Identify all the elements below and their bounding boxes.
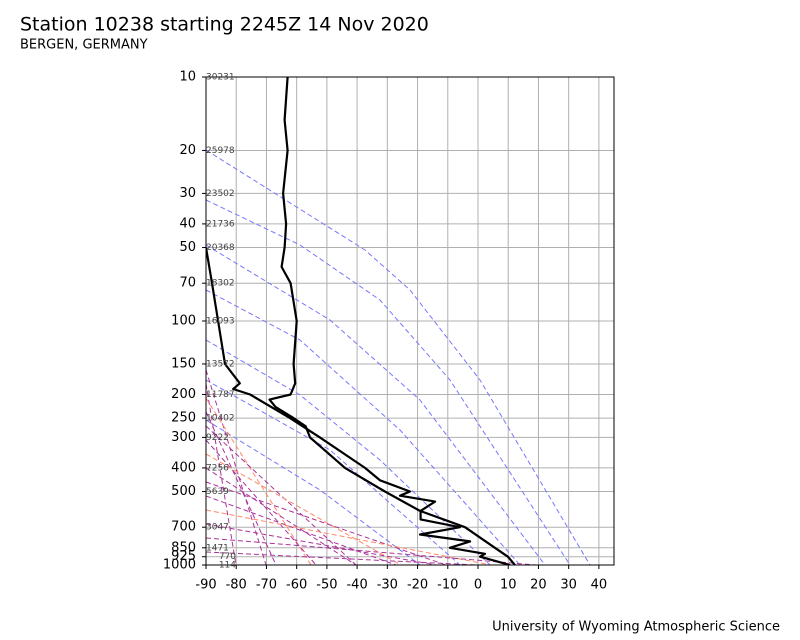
moist-adiabat bbox=[206, 537, 537, 565]
x-tick-label: -50 bbox=[316, 578, 337, 593]
height-label: 114 bbox=[219, 561, 236, 571]
height-label: 21736 bbox=[206, 219, 235, 229]
profile-line bbox=[268, 77, 516, 565]
x-tick-label: 30 bbox=[560, 578, 577, 593]
height-label: 770 bbox=[219, 552, 236, 562]
mixing-line bbox=[206, 495, 397, 565]
height-label: 10402 bbox=[206, 414, 235, 424]
moist-adiabat bbox=[206, 509, 492, 565]
y-tick-label: 30 bbox=[179, 186, 196, 201]
moist-adiabat bbox=[206, 425, 357, 565]
height-label: 23502 bbox=[206, 189, 235, 199]
moist-lines bbox=[206, 369, 581, 565]
height-label: 16093 bbox=[206, 317, 235, 327]
x-tick-label: -60 bbox=[286, 578, 307, 593]
mixing-line bbox=[206, 467, 357, 565]
dry-adiabat bbox=[206, 199, 571, 565]
chart-subtitle: BERGEN, GERMANY bbox=[20, 38, 148, 53]
x-tick-label: -80 bbox=[226, 578, 247, 593]
y-tick-label: 40 bbox=[179, 216, 196, 231]
mixing-line bbox=[206, 383, 237, 565]
x-tick-label: -10 bbox=[437, 578, 458, 593]
y-tick-label: 500 bbox=[171, 484, 196, 499]
dry-adiabat bbox=[206, 244, 546, 565]
mixing-line bbox=[206, 523, 437, 565]
height-label: 9222 bbox=[206, 433, 229, 443]
y-tick-label: 70 bbox=[179, 276, 196, 291]
y-tick-label: 700 bbox=[171, 520, 196, 535]
height-label: 11787 bbox=[206, 390, 235, 400]
x-tick-label: -40 bbox=[346, 578, 367, 593]
dry-adiabat bbox=[206, 149, 591, 565]
height-label: 30231 bbox=[206, 73, 235, 83]
profile-line bbox=[206, 247, 511, 565]
height-label: 5639 bbox=[206, 487, 229, 497]
moist-adiabat bbox=[206, 453, 402, 565]
x-tick-label: 20 bbox=[530, 578, 547, 593]
mixing-line bbox=[206, 439, 317, 565]
y-tick-label: 300 bbox=[171, 430, 196, 445]
y-tick-label: 1000 bbox=[163, 558, 196, 573]
height-label: 3047 bbox=[206, 523, 229, 533]
grid bbox=[205, 76, 614, 566]
dry-adiabat bbox=[206, 379, 461, 565]
moist-adiabat bbox=[206, 481, 447, 565]
y-tick-label: 850 bbox=[171, 540, 196, 555]
x-tick-label: 40 bbox=[591, 578, 608, 593]
y-tick-label: 200 bbox=[171, 387, 196, 402]
x-tick-label: -20 bbox=[407, 578, 428, 593]
height-label: 18302 bbox=[206, 279, 235, 289]
mixing-line bbox=[206, 411, 277, 565]
dry-adiabat bbox=[206, 289, 521, 565]
x-tick-label: 10 bbox=[500, 578, 517, 593]
dry-adiabat bbox=[206, 339, 491, 565]
y-tick-label: 150 bbox=[171, 356, 196, 371]
chart-title: Station 10238 starting 2245Z 14 Nov 2020 bbox=[20, 14, 429, 36]
x-tick-label: 0 bbox=[474, 578, 482, 593]
height-label: 1471 bbox=[206, 543, 229, 553]
y-tick-label: 250 bbox=[171, 411, 196, 426]
dry-adiabat bbox=[206, 419, 421, 565]
reference-lines bbox=[206, 149, 591, 565]
y-tick-label: 10 bbox=[179, 70, 196, 85]
moist-adiabat bbox=[206, 397, 312, 565]
mixing-line bbox=[206, 551, 477, 565]
y-tick-label: 20 bbox=[179, 143, 196, 158]
y-tick-label: 100 bbox=[171, 314, 196, 329]
credit: University of Wyoming Atmospheric Scienc… bbox=[492, 620, 780, 635]
x-tick-label: -30 bbox=[377, 578, 398, 593]
x-tick-label: -90 bbox=[195, 578, 216, 593]
height-label: 7256 bbox=[206, 463, 229, 473]
height-label: 13572 bbox=[206, 359, 235, 369]
y-tick-label: 50 bbox=[179, 240, 196, 255]
y-tick-label: 925 bbox=[171, 549, 196, 564]
profiles bbox=[206, 77, 516, 565]
y-tick-label: 400 bbox=[171, 460, 196, 475]
x-tick-label: -70 bbox=[256, 578, 277, 593]
height-label: 25978 bbox=[206, 146, 235, 156]
height-label: 20368 bbox=[206, 243, 235, 253]
